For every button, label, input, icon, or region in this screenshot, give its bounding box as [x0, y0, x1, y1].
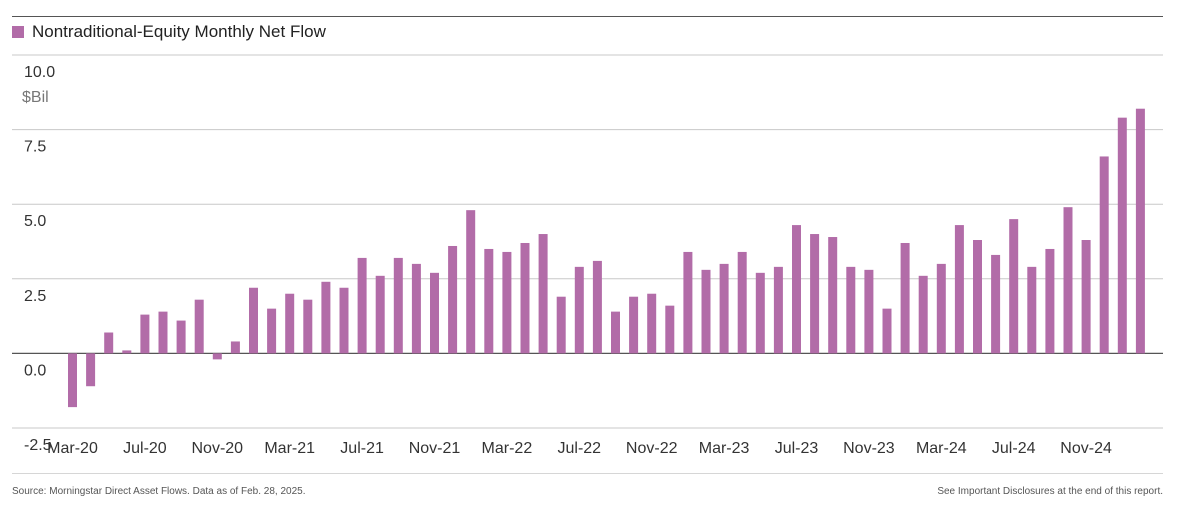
- bar: [339, 287, 349, 354]
- legend-label: Nontraditional-Equity Monthly Net Flow: [32, 22, 326, 41]
- bar: [430, 272, 439, 354]
- x-tick-label: Jul-21: [340, 440, 384, 457]
- bar: [303, 299, 313, 354]
- bar: [321, 281, 331, 354]
- bar: [882, 308, 892, 354]
- bar: [86, 353, 96, 387]
- bar: [574, 266, 584, 354]
- bar: [556, 296, 566, 354]
- bar: [267, 308, 277, 354]
- x-tick-label: Mar-22: [482, 440, 533, 457]
- bar: [1081, 240, 1091, 354]
- x-tick-label: Jul-22: [558, 440, 602, 457]
- legend-swatch: [12, 26, 24, 38]
- footer-rule: [12, 473, 1163, 474]
- x-tick-label: Mar-21: [264, 440, 315, 457]
- bar: [122, 350, 132, 354]
- bar: [1099, 156, 1109, 354]
- bar: [936, 263, 946, 354]
- bar: [918, 275, 928, 354]
- y-tick-label: 5.0: [24, 213, 46, 230]
- y-tick-label: 10.0: [24, 64, 55, 81]
- bar: [1045, 248, 1055, 354]
- bar: [864, 269, 874, 354]
- x-tick-label: Jul-20: [123, 440, 167, 457]
- bar: [502, 251, 512, 354]
- y-tick-label: -2.5: [24, 437, 52, 454]
- x-axis-ticks: Mar-20 Jul-20 Nov-20 Mar-21 Jul-21 Nov-21 Mar-…: [47, 440, 1112, 457]
- y-axis-ticks: 10.0 7.5 5.0 2.5 0.0 -2.5: [24, 64, 55, 454]
- bar: [230, 341, 240, 354]
- y-tick-label: 2.5: [24, 288, 46, 305]
- bar: [665, 305, 675, 354]
- x-tick-label: Mar-24: [916, 440, 967, 457]
- bar: [393, 257, 403, 354]
- gridlines: [12, 54, 1163, 429]
- bar: [719, 263, 729, 354]
- bar: [773, 266, 783, 354]
- bar: [176, 320, 186, 354]
- top-rule: [12, 16, 1163, 17]
- bar: [249, 287, 258, 354]
- bar: [212, 353, 222, 360]
- x-tick-label: Nov-22: [626, 440, 678, 457]
- bar: [1009, 219, 1019, 354]
- bar: [954, 225, 964, 354]
- bar: [466, 210, 476, 354]
- bar: [611, 311, 620, 354]
- bar: [592, 260, 602, 354]
- bar: [1135, 108, 1145, 354]
- bar-chart: 10.0 7.5 5.0 2.5 0.0 -2.5 $Bil Mar-20 Jul-20 No…: [12, 54, 1163, 457]
- x-tick-label: Nov-23: [843, 440, 895, 457]
- bar: [737, 251, 747, 354]
- bar: [846, 266, 856, 354]
- x-tick-label: Nov-21: [409, 440, 461, 457]
- bar: [973, 240, 982, 354]
- x-tick-label: Mar-20: [47, 440, 98, 457]
- bar: [810, 234, 820, 354]
- legend: Nontraditional-Equity Monthly Net Flow: [12, 22, 326, 42]
- bar: [1117, 117, 1127, 354]
- bar: [647, 293, 657, 354]
- disclosure-note: See Important Disclosures at the end of …: [937, 486, 1163, 497]
- y-axis-unit: $Bil: [22, 89, 49, 106]
- bar: [357, 257, 367, 354]
- y-tick-label: 0.0: [24, 362, 46, 379]
- bar: [68, 353, 77, 408]
- bar: [755, 272, 765, 354]
- x-tick-label: Nov-24: [1060, 440, 1112, 457]
- bar: [104, 332, 114, 354]
- bar: [828, 237, 838, 354]
- bar: [683, 251, 693, 354]
- bar: [629, 296, 639, 354]
- x-tick-label: Nov-20: [192, 440, 244, 457]
- x-tick-label: Jul-24: [992, 440, 1036, 457]
- bar: [484, 248, 494, 354]
- bar: [375, 275, 385, 354]
- bar: [140, 314, 150, 354]
- bar: [701, 269, 711, 354]
- x-tick-label: Mar-23: [699, 440, 750, 457]
- bar: [520, 242, 530, 354]
- bar: [1027, 266, 1037, 354]
- bar: [991, 254, 1001, 354]
- bar: [1063, 207, 1073, 354]
- bar: [900, 242, 910, 354]
- bar: [158, 311, 168, 354]
- bar: [538, 234, 548, 354]
- x-tick-label: Jul-23: [775, 440, 819, 457]
- bar: [285, 293, 295, 354]
- bar: [448, 245, 458, 354]
- y-tick-label: 7.5: [24, 139, 46, 156]
- source-note: Source: Morningstar Direct Asset Flows. …: [12, 486, 306, 497]
- bars: [68, 108, 1145, 408]
- bar: [411, 263, 421, 354]
- bar: [194, 299, 204, 354]
- bar: [792, 225, 801, 354]
